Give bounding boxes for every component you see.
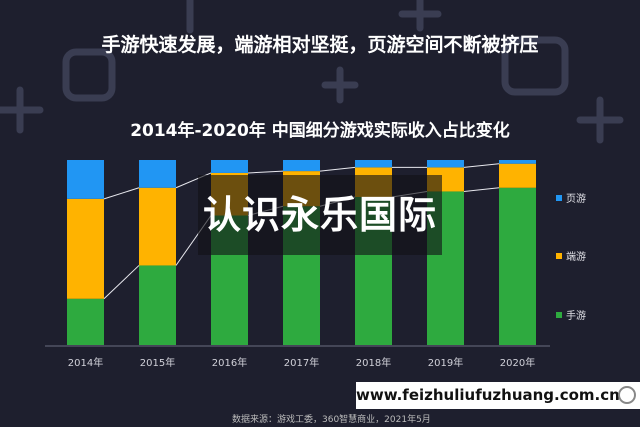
x-tick-label: 2015年	[140, 356, 175, 369]
data-source-note: 数据来源：游戏工委，360智慧商业，2021年5月	[232, 415, 431, 425]
legend-label-端游: 端游	[566, 250, 586, 263]
site-url-text[interactable]: www.feizhuliufuzhuang.com.cn	[356, 386, 620, 404]
connector-line	[319, 166, 356, 172]
bar-页游-2015年	[139, 160, 176, 188]
overlay-backdrop	[198, 175, 442, 255]
site-banner	[356, 382, 640, 409]
bar-手游-2020年	[499, 187, 536, 345]
bar-页游-2018年	[355, 160, 392, 168]
bar-端游-2014年	[67, 198, 104, 299]
bar-页游-2014年	[67, 160, 104, 199]
legend-swatch-页游	[556, 195, 562, 201]
bar-手游-2015年	[139, 265, 176, 345]
bar-页游-2016年	[211, 160, 248, 173]
connector-line	[463, 163, 500, 168]
connector-line	[103, 187, 140, 200]
overlay-watermark-text: 认识永乐国际	[202, 193, 437, 237]
x-tick-label: 2016年	[212, 356, 247, 369]
x-tick-label: 2014年	[68, 356, 103, 369]
x-tick-label: 2020年	[500, 356, 535, 369]
legend-label-页游: 页游	[566, 192, 586, 205]
connector-line	[103, 265, 140, 300]
bar-页游-2017年	[283, 160, 320, 172]
bar-页游-2020年	[499, 160, 536, 164]
headline: 手游快速发展，端游相对坚挺，页游空间不断被挤压	[101, 34, 539, 56]
x-tick-label: 2017年	[284, 356, 319, 369]
connector-line	[463, 187, 500, 192]
bar-页游-2019年	[427, 160, 464, 168]
bar-端游-2020年	[499, 163, 536, 188]
x-tick-label: 2019年	[428, 356, 463, 369]
bar-端游-2015年	[139, 187, 176, 266]
site-logo-icon	[618, 386, 636, 404]
bar-手游-2014年	[67, 298, 104, 345]
legend-swatch-手游	[556, 312, 562, 318]
legend-swatch-端游	[556, 253, 562, 259]
legend-label-手游: 手游	[566, 309, 586, 322]
x-tick-label: 2018年	[356, 356, 391, 369]
chart-title: 2014年-2020年 中国细分游戏实际收入占比变化	[130, 121, 510, 141]
connector-line	[247, 170, 284, 174]
